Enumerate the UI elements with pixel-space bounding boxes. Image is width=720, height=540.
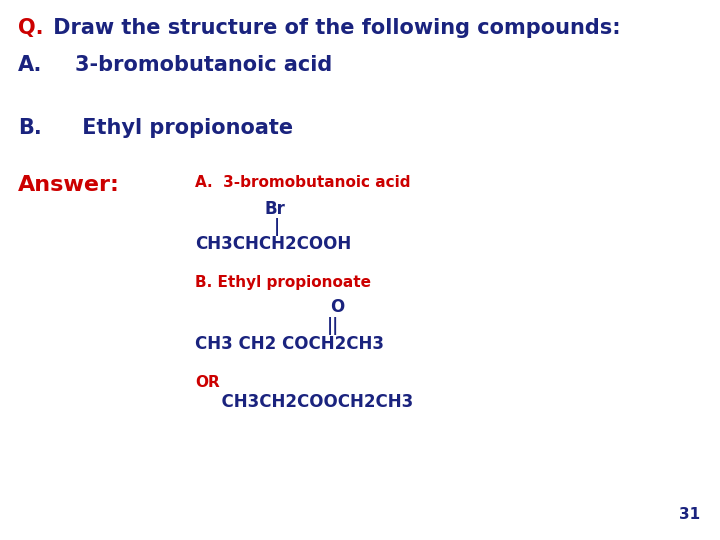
Text: O: O [330,298,344,316]
Text: A.: A. [18,55,42,75]
Text: 31: 31 [679,507,700,522]
Text: B.: B. [18,118,42,138]
Text: Br: Br [265,200,286,218]
Text: Answer:: Answer: [18,175,120,195]
Text: A.  3-bromobutanoic acid: A. 3-bromobutanoic acid [195,175,410,190]
Text: ||: || [327,317,339,335]
Text: B. Ethyl propionoate: B. Ethyl propionoate [195,275,371,290]
Text: |: | [274,218,280,236]
Text: 3-bromobutanoic acid: 3-bromobutanoic acid [46,55,332,75]
Text: Draw the structure of the following compounds:: Draw the structure of the following comp… [46,18,621,38]
Text: OR: OR [195,375,220,390]
Text: CH3 CH2 COCH2CH3: CH3 CH2 COCH2CH3 [195,335,384,353]
Text: Q.: Q. [18,18,43,38]
Text: Ethyl propionoate: Ethyl propionoate [46,118,293,138]
Text: CH3CHCH2COOH: CH3CHCH2COOH [195,235,351,253]
Text: CH3CH2COOCH2CH3: CH3CH2COOCH2CH3 [210,393,413,411]
